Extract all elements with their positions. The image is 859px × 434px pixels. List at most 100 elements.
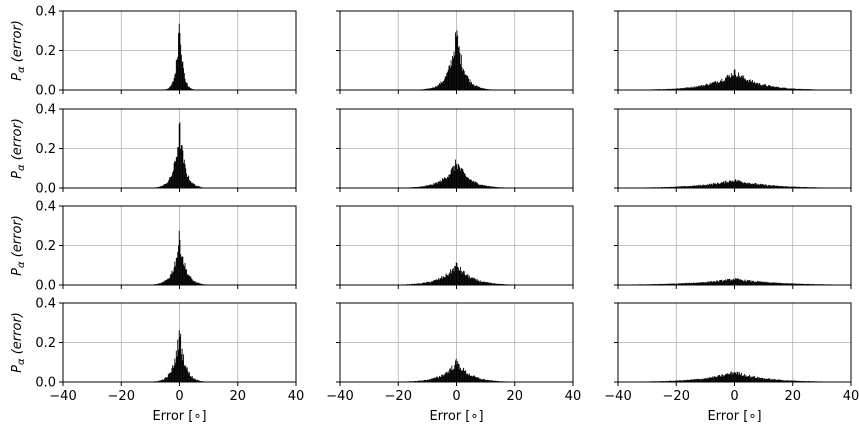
- histogram-bar: [180, 257, 182, 285]
- histogram-bar: [190, 376, 192, 382]
- histogram-bar: [756, 83, 758, 90]
- histogram-bar: [738, 374, 740, 382]
- histogram-bar: [765, 281, 767, 285]
- histogram-bar: [435, 279, 437, 285]
- histogram-bar: [697, 185, 699, 188]
- histogram-bar: [473, 85, 475, 90]
- histogram-bar: [672, 283, 674, 285]
- histogram-bar: [721, 374, 723, 382]
- histogram-bar: [457, 168, 459, 188]
- histogram-bar: [758, 376, 760, 382]
- histogram-bar: [444, 79, 445, 90]
- x-tick-label: 20: [784, 389, 801, 404]
- histogram-bar: [432, 184, 434, 188]
- histogram-bar: [792, 88, 794, 90]
- histogram-bar: [798, 186, 800, 188]
- histogram-bar: [438, 278, 440, 285]
- histogram-bar: [692, 283, 694, 285]
- histogram-bar: [194, 281, 196, 285]
- histogram-bar: [733, 371, 735, 382]
- histogram-bar: [743, 280, 745, 285]
- y-axis-label: Pα (error): [10, 20, 27, 81]
- histogram-bar: [756, 184, 758, 188]
- histogram-bar: [180, 254, 182, 285]
- histogram-bar: [762, 378, 764, 382]
- histogram-bar: [451, 365, 453, 382]
- histogram-bar: [492, 380, 494, 382]
- histogram-bar: [767, 86, 769, 90]
- histogram-bar: [454, 364, 456, 382]
- histogram-bar: [444, 277, 446, 285]
- x-tick-label: −20: [385, 389, 412, 404]
- histogram-bar: [164, 184, 166, 188]
- histogram-bar: [451, 270, 453, 285]
- histogram-bar: [783, 283, 785, 285]
- histogram-bar: [755, 82, 757, 90]
- histogram-bar: [765, 84, 766, 90]
- histogram-bar: [471, 181, 473, 188]
- histogram-bar: [692, 185, 694, 188]
- histogram-bar: [741, 75, 743, 90]
- histogram-bar: [197, 282, 199, 285]
- histogram-bar: [413, 283, 415, 285]
- histogram-bar: [764, 281, 766, 285]
- histogram-bar: [725, 180, 726, 188]
- histogram-bar: [704, 185, 706, 188]
- histogram-bar: [477, 281, 479, 285]
- histogram-bar: [725, 373, 727, 382]
- histogram-bar: [446, 178, 448, 188]
- histogram-bar: [682, 88, 684, 90]
- histogram-bar: [700, 85, 702, 90]
- histogram-bar: [803, 186, 805, 188]
- histogram-bar: [679, 380, 681, 382]
- histogram-bar: [473, 277, 475, 285]
- histogram-bar: [770, 185, 772, 188]
- histogram-bar: [789, 380, 791, 382]
- histogram-bar: [796, 283, 798, 285]
- histogram-bar: [787, 88, 789, 90]
- histogram-bar: [160, 283, 162, 285]
- histogram-bar: [193, 280, 195, 285]
- histogram-bar: [454, 55, 456, 90]
- histogram-bar: [704, 84, 706, 90]
- histogram-bar: [417, 380, 419, 382]
- histogram-bar: [764, 378, 766, 382]
- histogram-bar: [699, 282, 701, 285]
- histogram-bar: [173, 78, 175, 90]
- histogram-bar: [733, 70, 735, 90]
- histogram-bar: [196, 282, 198, 285]
- histogram-bar: [459, 52, 461, 90]
- histogram-bar: [708, 281, 710, 285]
- histogram-bar: [753, 184, 755, 188]
- histogram-bar: [722, 81, 724, 90]
- histogram-bar: [441, 82, 443, 90]
- histogram-bar: [448, 274, 450, 285]
- histogram-bar: [757, 281, 759, 285]
- histogram-bar: [442, 275, 444, 285]
- histogram-bar: [446, 371, 448, 382]
- histogram-bar: [448, 373, 450, 382]
- histogram-bar: [444, 277, 445, 285]
- histogram-bar: [682, 186, 683, 188]
- histogram-bar: [436, 86, 438, 90]
- histogram-bar: [467, 178, 469, 188]
- histogram-bar: [424, 282, 426, 285]
- histogram-bar: [191, 182, 193, 188]
- histogram-bar: [439, 376, 441, 382]
- histogram-bar: [749, 280, 750, 285]
- histogram-bar: [691, 379, 693, 382]
- histogram-bar: [727, 74, 729, 90]
- histogram-bar: [703, 282, 705, 285]
- histogram-bar: [755, 183, 757, 188]
- histogram-bar: [460, 370, 462, 382]
- histogram-bars: [163, 23, 196, 90]
- histogram-bar: [765, 378, 767, 382]
- histogram-bar: [471, 277, 473, 285]
- histogram-bar: [706, 282, 707, 285]
- y-tick-label: 0.2: [35, 44, 56, 59]
- histogram-bar: [423, 380, 424, 382]
- histogram-bar: [455, 360, 456, 382]
- histogram-bar: [476, 280, 478, 285]
- histogram-bar: [761, 377, 763, 382]
- histogram-bar: [175, 161, 177, 188]
